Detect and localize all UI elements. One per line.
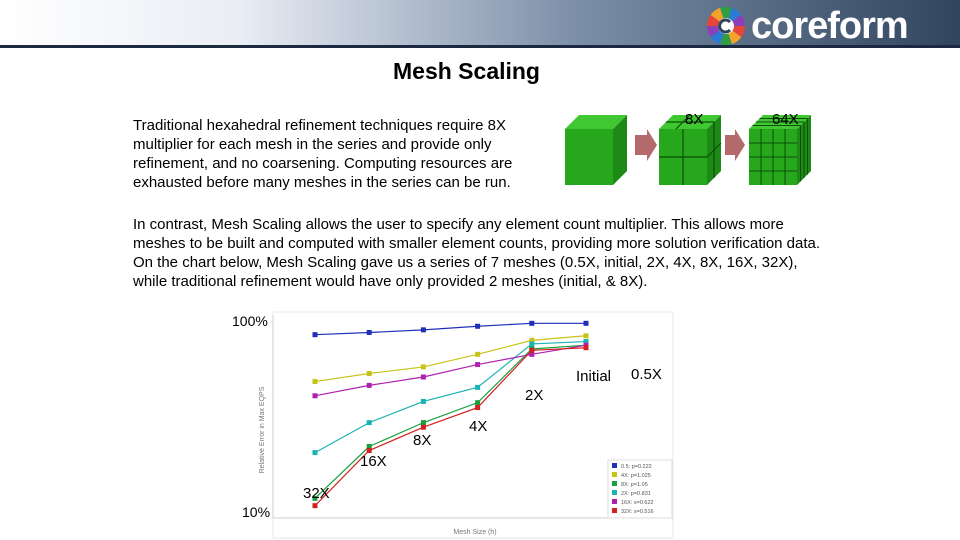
legend-entry: 8X: p=1.05 <box>621 482 648 488</box>
data-point <box>529 320 535 326</box>
legend-swatch <box>612 481 617 486</box>
paragraph-traditional-refinement: Traditional hexahedral refinement techni… <box>133 117 513 191</box>
data-point <box>366 420 372 426</box>
data-point <box>366 329 372 335</box>
data-point <box>312 393 318 399</box>
coreform-logo-icon <box>707 7 745 45</box>
legend-entry: 0.5: p=0.222 <box>621 464 652 470</box>
data-point <box>366 382 372 388</box>
data-point <box>312 379 318 385</box>
cube-illustration <box>565 114 811 185</box>
data-point <box>420 424 426 430</box>
annotation-initial: Initial <box>576 368 612 385</box>
header-bar: coreform <box>0 0 960 48</box>
annotation-0-5x: 0.5X <box>631 366 662 383</box>
data-point <box>420 364 426 370</box>
plot-frame <box>272 311 674 539</box>
arrow-icon <box>635 129 657 161</box>
legend-swatch <box>612 463 617 468</box>
label-8x: 8X <box>685 111 704 128</box>
legend-swatch <box>612 490 617 495</box>
label-64x: 64X <box>772 111 799 128</box>
data-point <box>312 450 318 456</box>
logo-petal <box>720 7 732 27</box>
annotation-32x: 32X <box>303 485 330 502</box>
x-axis-label: Mesh Size (h) <box>453 529 496 536</box>
slide-title: Mesh Scaling <box>393 58 540 84</box>
annotation-16x: 16X <box>360 453 387 470</box>
series-line <box>314 340 587 454</box>
series-line <box>314 347 587 507</box>
legend-swatch <box>612 472 617 477</box>
data-point <box>475 323 481 329</box>
refinement-cubes-graphic: 8X 64X <box>565 107 815 190</box>
series-line <box>314 344 587 499</box>
data-point <box>529 351 535 357</box>
series-line <box>314 322 586 336</box>
data-point <box>312 503 318 509</box>
data-point <box>529 341 535 347</box>
cube-8x <box>659 114 722 185</box>
data-point <box>583 333 589 339</box>
error-convergence-chart: Relative Error in Max EQPS Mesh Size (h)… <box>259 311 674 539</box>
data-point <box>475 384 481 390</box>
initial-cube <box>565 115 627 185</box>
data-point <box>583 339 589 345</box>
y-axis-label: Relative Error in Max EQPS <box>259 386 266 473</box>
data-point <box>366 371 372 377</box>
data-point <box>420 420 426 426</box>
legend: 0.5: p=0.222 4X: p=1.025 8X: p=1.05 2X: p=0… <box>607 459 673 519</box>
data-point <box>420 327 426 333</box>
data-point <box>475 362 481 368</box>
paragraph-mesh-scaling: In contrast, Mesh Scaling allows the use… <box>133 216 821 290</box>
cube-64x <box>749 115 811 185</box>
data-point <box>475 351 481 357</box>
annotation-2x: 2X <box>525 387 544 404</box>
logo-wordmark: coreform <box>751 5 909 47</box>
y-tick-10: 10% <box>242 504 271 520</box>
legend-entry: 32X: s=0.516 <box>621 509 654 515</box>
y-tick-100: 100% <box>232 313 268 329</box>
arrow-icon <box>725 129 745 161</box>
legend-entry: 4X: p=1.025 <box>621 473 651 479</box>
data-point <box>583 345 589 351</box>
data-point <box>475 405 481 411</box>
data-point <box>312 332 318 338</box>
data-point <box>366 444 372 450</box>
legend-entry: 2X: p=0.831 <box>621 491 651 497</box>
logo-petal <box>720 26 732 45</box>
data-point <box>529 347 535 353</box>
data-point <box>420 398 426 404</box>
legend-swatch <box>612 499 617 504</box>
coreform-logo: coreform <box>705 5 909 47</box>
annotation-8x: 8X <box>413 432 432 449</box>
data-point <box>529 337 535 343</box>
data-point <box>420 374 426 380</box>
data-point <box>583 342 589 348</box>
data-point <box>312 495 318 501</box>
legend-swatch <box>612 508 617 513</box>
series-line <box>314 335 587 383</box>
series-line <box>314 344 587 397</box>
annotation-4x: 4X <box>469 418 488 435</box>
legend-entry: 16X: s=0.622 <box>621 500 654 506</box>
data-point <box>475 400 481 406</box>
series-lines <box>312 320 589 509</box>
data-point <box>366 448 372 454</box>
legend-box <box>607 459 673 519</box>
data-point <box>583 320 589 326</box>
